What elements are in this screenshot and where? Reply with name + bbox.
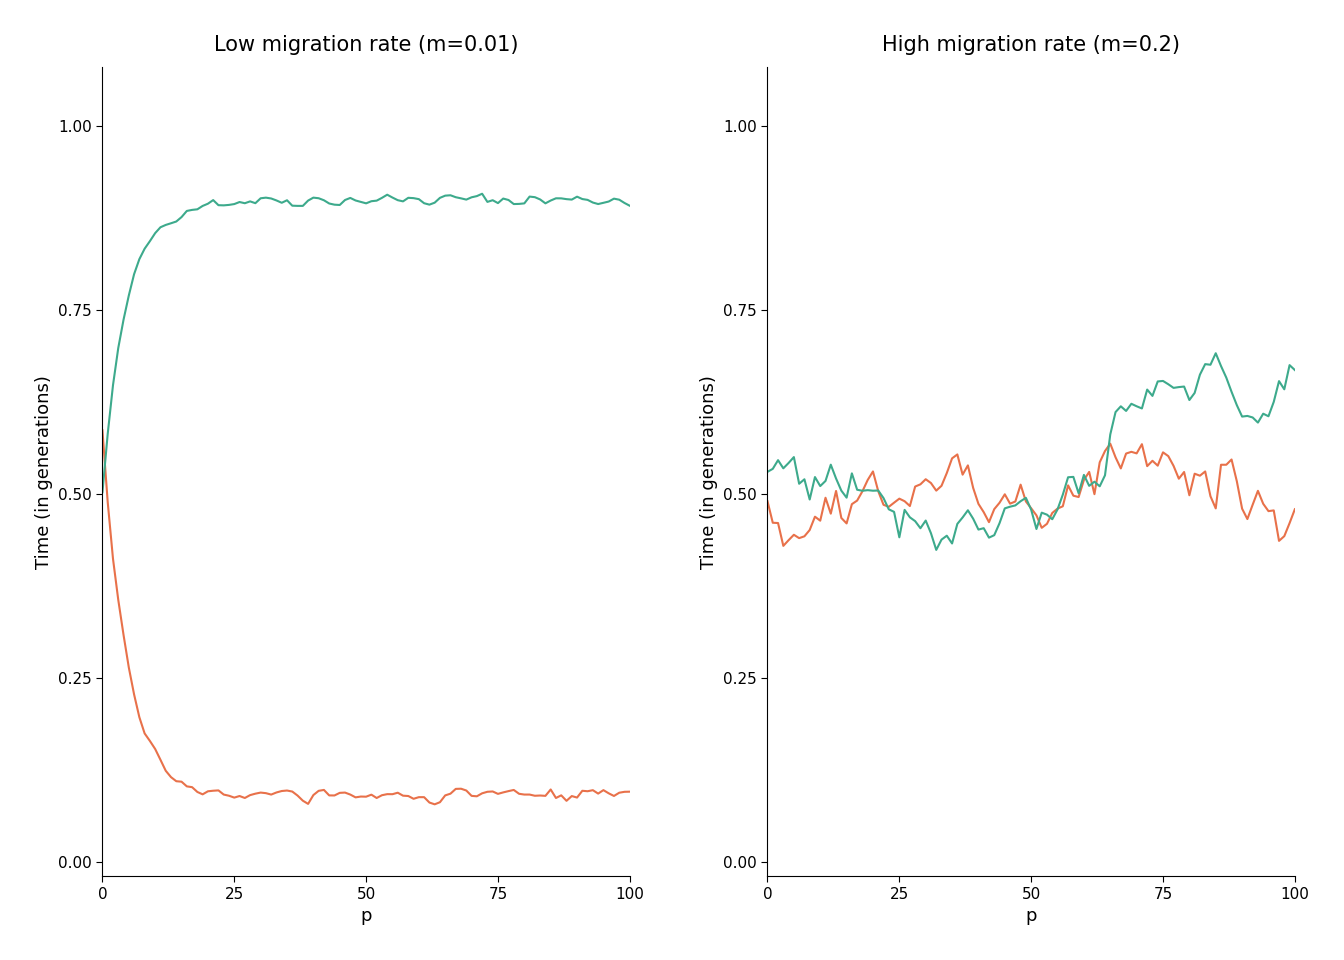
- Y-axis label: Time (in generations): Time (in generations): [700, 375, 718, 568]
- Y-axis label: Time (in generations): Time (in generations): [35, 375, 52, 568]
- Title: Low migration rate (m=0.01): Low migration rate (m=0.01): [214, 35, 519, 55]
- X-axis label: p: p: [360, 907, 372, 925]
- X-axis label: p: p: [1025, 907, 1038, 925]
- Title: High migration rate (m=0.2): High migration rate (m=0.2): [882, 35, 1180, 55]
